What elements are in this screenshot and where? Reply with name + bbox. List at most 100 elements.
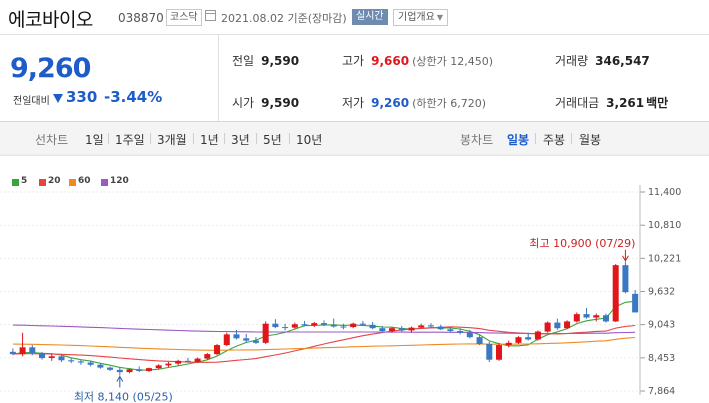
candle-body [525, 337, 532, 340]
low-value: 9,260 [371, 96, 410, 110]
candle [554, 318, 561, 330]
corp-overview-dropdown[interactable]: 기업개요 ▼ [393, 9, 448, 26]
y-tick-label: 9,632 [648, 287, 675, 298]
candle-body [311, 323, 318, 326]
candle [534, 330, 541, 341]
candle [573, 312, 580, 323]
candle [58, 355, 65, 362]
tab-10y[interactable]: 10년 [296, 133, 323, 147]
candle-body [223, 334, 230, 346]
candle [389, 327, 396, 333]
candle-body [330, 324, 337, 327]
y-tick-label: 8,453 [648, 353, 675, 364]
amount-unit: 백만 [646, 96, 669, 110]
amount-label: 거래대금 [555, 96, 600, 110]
change-label: 전일대비 [13, 96, 50, 107]
legend-swatch-ma120 [101, 179, 108, 186]
tab-1d[interactable]: 1일 [85, 133, 104, 147]
down-triangle-icon [53, 94, 63, 103]
moving-average-lines [12, 300, 636, 371]
stock-name[interactable]: 에코바이오 [8, 9, 93, 31]
candle [126, 368, 133, 374]
candle-body [408, 327, 415, 331]
tab-1w[interactable]: 1주일 [115, 133, 145, 147]
price-box: 9,260 전일대비 330 -3.44% [0, 35, 219, 121]
candle-body [77, 361, 84, 363]
candle-body [544, 322, 551, 332]
change-amount: 330 [66, 88, 98, 106]
tab-1y[interactable]: 1년 [200, 133, 219, 147]
candle-body [204, 354, 211, 359]
change-percent: -3.44% [104, 88, 163, 106]
y-axis: 11,400 10,810 10,221 9,632 9,043 8,453 7,864 [639, 185, 681, 397]
candle-body [19, 347, 26, 355]
candle [505, 340, 512, 348]
candle-body [389, 328, 396, 332]
candle-body [48, 356, 55, 359]
candle-body [350, 323, 357, 328]
candle [48, 354, 55, 361]
candle-body [126, 369, 133, 373]
candle [145, 367, 152, 373]
high-label: 고가 [342, 54, 365, 68]
tab-weekly[interactable]: 주봉 [543, 133, 566, 147]
tab-daily[interactable]: 일봉 [507, 133, 530, 147]
lower-limit: (하한가 6,720) [412, 97, 486, 110]
min-arrow-head [116, 375, 124, 382]
candle-body [573, 314, 580, 322]
candle [320, 320, 328, 326]
candle-body [505, 342, 512, 346]
candle [243, 333, 250, 343]
volume-label: 거래량 [555, 54, 589, 68]
candle [262, 321, 269, 344]
candle [77, 359, 84, 365]
y-tick-label: 10,810 [648, 220, 681, 231]
tab-monthly[interactable]: 월봉 [579, 133, 602, 147]
quote-panel: 9,260 전일대비 330 -3.44% 전일 9,590 고가 9,660 (상한… [0, 35, 709, 122]
prev-value: 9,590 [261, 54, 300, 68]
candle-body [534, 331, 541, 340]
volume-value: 346,547 [595, 54, 650, 68]
divider [193, 133, 194, 144]
candle-body [252, 340, 259, 343]
candle [632, 289, 639, 313]
upper-limit: (상한가 12,450) [412, 55, 493, 68]
candle [272, 319, 279, 329]
candle-body [194, 358, 201, 362]
candle [486, 341, 493, 362]
current-price: 9,260 [10, 53, 91, 84]
candle-body [593, 315, 600, 318]
candle-body [340, 326, 347, 328]
candle [622, 261, 629, 294]
candle-body [554, 322, 561, 329]
realtime-button[interactable]: 실시간 [352, 9, 388, 25]
candle [457, 328, 464, 335]
candle [496, 342, 503, 361]
candle-body [320, 323, 328, 325]
divider [535, 133, 536, 144]
chart-tabs: 선차트 1일 1주일 3개월 1년 3년 5년 10년 봉차트 일봉 주봉 월봉 [0, 122, 709, 156]
candle [68, 358, 75, 364]
candle [214, 343, 221, 356]
candle-body [107, 367, 114, 370]
candle-body [243, 338, 250, 341]
tab-3y[interactable]: 3년 [231, 133, 250, 147]
candle [398, 325, 405, 332]
candle [39, 351, 46, 360]
candle [116, 367, 123, 376]
candle-body [612, 265, 619, 322]
candle-body [515, 337, 522, 343]
candle-body [398, 328, 405, 331]
tab-3m[interactable]: 3개월 [157, 133, 187, 147]
candle-body [379, 328, 386, 332]
divider [150, 133, 151, 144]
candle-body [145, 368, 152, 371]
ma120-line [12, 324, 636, 335]
tab-5y[interactable]: 5년 [263, 133, 282, 147]
max-arrow-head [621, 255, 629, 262]
candle [525, 332, 532, 341]
divider [224, 133, 225, 144]
candle [175, 359, 182, 366]
candle [427, 323, 434, 328]
